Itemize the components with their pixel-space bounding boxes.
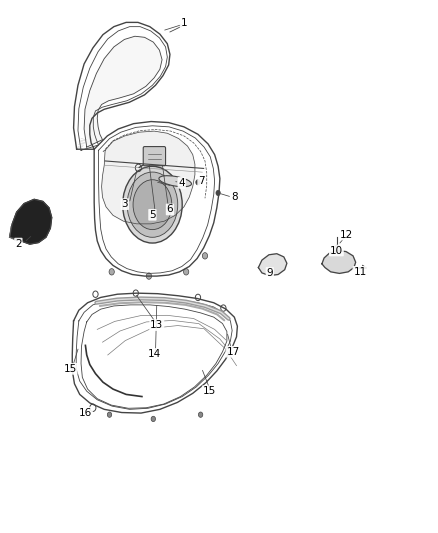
Text: 10: 10 [330,246,343,255]
Text: 7: 7 [198,176,205,186]
Text: 17: 17 [226,347,240,357]
Circle shape [198,412,203,417]
Circle shape [196,180,200,185]
Circle shape [109,269,114,275]
FancyBboxPatch shape [143,147,166,166]
Polygon shape [84,36,162,147]
Circle shape [146,273,152,279]
Circle shape [151,416,155,422]
Text: 9: 9 [266,268,273,278]
Circle shape [202,253,208,259]
Text: 11: 11 [353,267,367,277]
Circle shape [184,269,189,275]
Ellipse shape [159,176,191,187]
Text: 16: 16 [79,408,92,417]
Text: 6: 6 [166,205,173,214]
Ellipse shape [133,180,172,230]
Circle shape [216,190,220,196]
Polygon shape [102,131,195,224]
Polygon shape [322,251,356,273]
Text: 1: 1 [180,18,187,28]
Text: 8: 8 [231,192,238,202]
Text: 4: 4 [178,178,185,188]
Text: 12: 12 [340,230,353,239]
Ellipse shape [123,166,182,243]
Text: 14: 14 [148,349,161,359]
Text: 2: 2 [15,239,22,248]
Polygon shape [10,199,52,244]
Text: 13: 13 [150,320,163,330]
Text: 15: 15 [64,364,77,374]
Polygon shape [258,254,287,276]
Circle shape [334,245,340,253]
Text: 5: 5 [149,210,156,220]
Text: 3: 3 [121,199,128,209]
Circle shape [107,412,112,417]
Text: 15: 15 [203,386,216,396]
Ellipse shape [127,172,178,237]
